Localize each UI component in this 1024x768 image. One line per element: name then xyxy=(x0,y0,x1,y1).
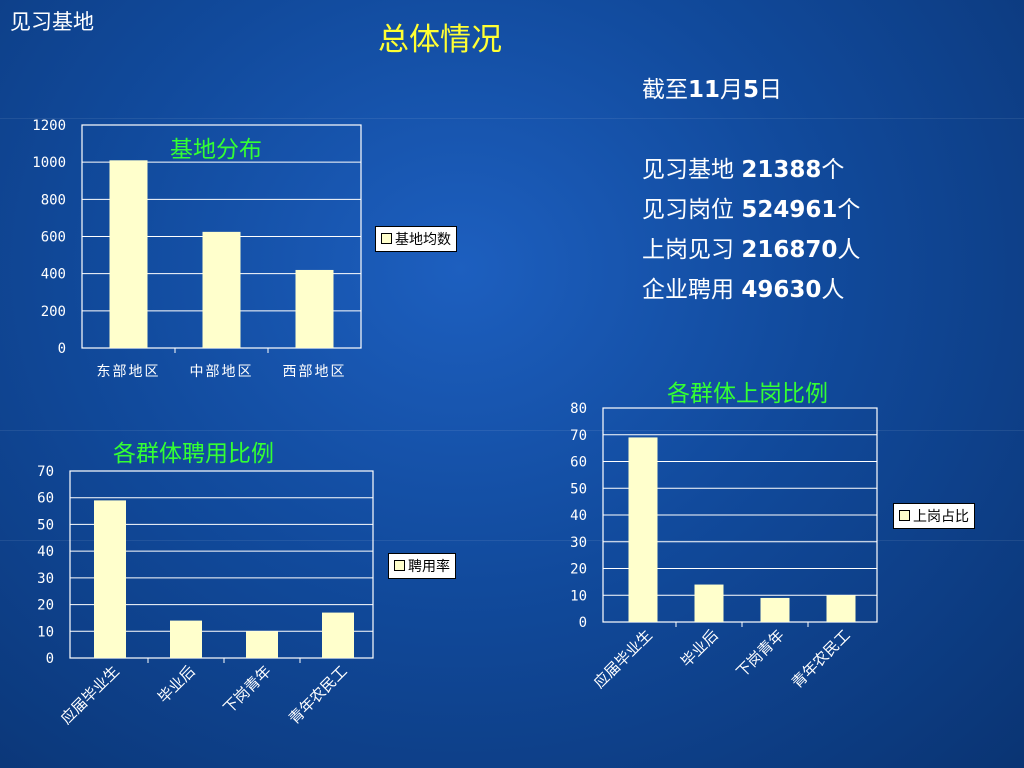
bar xyxy=(109,160,148,348)
legend-hire-ratio: 聘用率 xyxy=(388,553,456,579)
stat-label: 上岗见习 xyxy=(642,237,742,263)
bar xyxy=(246,631,278,658)
as-of-month: 11 xyxy=(688,77,721,103)
as-of-prefix: 截至 xyxy=(642,77,688,103)
y-tick-label: 1000 xyxy=(32,155,66,171)
bar xyxy=(322,612,354,658)
y-tick-label: 40 xyxy=(570,508,587,524)
y-tick-label: 400 xyxy=(41,267,66,283)
stats-panel: 截至11月5日 见习基地 21388个 见习岗位 524961个 上岗见习 21… xyxy=(642,70,860,310)
y-tick-label: 60 xyxy=(570,455,587,471)
stat-unit: 个 xyxy=(821,157,845,183)
y-tick-label: 40 xyxy=(37,544,54,560)
stat-unit: 人 xyxy=(821,277,845,303)
as-of-day: 5 xyxy=(743,77,760,103)
stat-label: 见习岗位 xyxy=(642,197,742,223)
legend-swatch xyxy=(899,510,910,521)
stat-onboard: 上岗见习 216870人 xyxy=(642,230,860,270)
legend-base-distribution: 基地均数 xyxy=(375,226,457,252)
y-tick-label: 50 xyxy=(570,481,587,497)
x-tick-label: 青年农民工 xyxy=(788,626,854,692)
legend-label: 聘用率 xyxy=(408,559,450,575)
background-line xyxy=(0,540,1024,541)
y-tick-label: 70 xyxy=(570,428,587,444)
stat-hired: 企业聘用 49630人 xyxy=(642,270,860,310)
y-tick-label: 70 xyxy=(37,464,54,480)
y-tick-label: 30 xyxy=(37,571,54,587)
stat-value: 216870 xyxy=(741,237,838,263)
x-tick-label: 下岗青年 xyxy=(733,626,788,681)
y-tick-label: 60 xyxy=(37,491,54,507)
bar xyxy=(826,595,856,622)
y-tick-label: 1200 xyxy=(32,118,66,134)
background-line xyxy=(0,118,1024,119)
y-tick-label: 20 xyxy=(37,598,54,614)
legend-onboard-ratio: 上岗占比 xyxy=(893,503,975,529)
legend-swatch xyxy=(394,560,405,571)
plot-frame xyxy=(69,470,374,659)
x-tick-label: 青年农民工 xyxy=(285,662,351,728)
y-tick-label: 80 xyxy=(570,401,587,417)
x-tick-label: 毕业后 xyxy=(154,662,199,707)
x-tick-label: 中部地区 xyxy=(190,364,254,380)
stat-value: 21388 xyxy=(741,157,822,183)
chart-title-base-distribution: 基地分布 xyxy=(170,137,262,163)
chart-title-hire-ratio: 各群体聘用比例 xyxy=(113,441,274,467)
y-tick-label: 20 xyxy=(570,562,587,578)
y-tick-label: 30 xyxy=(570,535,587,551)
stat-label: 见习基地 xyxy=(642,157,742,183)
bar xyxy=(694,584,724,622)
chart-title-onboard-ratio: 各群体上岗比例 xyxy=(667,381,828,407)
as-of-month-unit: 月 xyxy=(720,77,744,103)
bar xyxy=(94,500,126,658)
y-tick-label: 10 xyxy=(37,624,54,640)
stat-positions: 见习岗位 524961个 xyxy=(642,190,860,230)
y-tick-label: 800 xyxy=(41,192,66,208)
as-of-date: 截至11月5日 xyxy=(642,70,860,110)
legend-label: 上岗占比 xyxy=(913,509,969,525)
y-tick-label: 0 xyxy=(58,341,66,357)
x-tick-label: 毕业后 xyxy=(677,626,722,671)
legend-swatch xyxy=(381,233,392,244)
y-tick-label: 50 xyxy=(37,517,54,533)
stat-label: 企业聘用 xyxy=(642,277,742,303)
page-title: 总体情况 xyxy=(378,22,502,58)
x-tick-label: 应届毕业生 xyxy=(57,662,123,728)
x-tick-label: 下岗青年 xyxy=(220,662,275,717)
stat-unit: 人 xyxy=(837,237,861,263)
as-of-day-unit: 日 xyxy=(759,77,783,103)
stat-value: 524961 xyxy=(741,197,838,223)
stat-unit: 个 xyxy=(837,197,861,223)
x-tick-label: 东部地区 xyxy=(97,364,161,380)
y-tick-label: 10 xyxy=(570,588,587,604)
bar xyxy=(170,620,202,658)
y-tick-label: 0 xyxy=(579,615,587,631)
y-tick-label: 600 xyxy=(41,230,66,246)
bar xyxy=(295,269,334,348)
x-tick-label: 西部地区 xyxy=(283,364,347,380)
stat-bases: 见习基地 21388个 xyxy=(642,150,860,190)
y-tick-label: 200 xyxy=(41,304,66,320)
background-line xyxy=(0,430,1024,431)
bar xyxy=(760,597,790,622)
x-tick-label: 应届毕业生 xyxy=(590,626,656,692)
bar xyxy=(202,231,241,348)
plot-frame xyxy=(602,407,878,623)
y-tick-label: 0 xyxy=(46,651,54,667)
corner-title: 见习基地 xyxy=(10,10,94,34)
bar xyxy=(628,437,658,622)
legend-label: 基地均数 xyxy=(395,232,451,248)
stat-value: 49630 xyxy=(741,277,822,303)
